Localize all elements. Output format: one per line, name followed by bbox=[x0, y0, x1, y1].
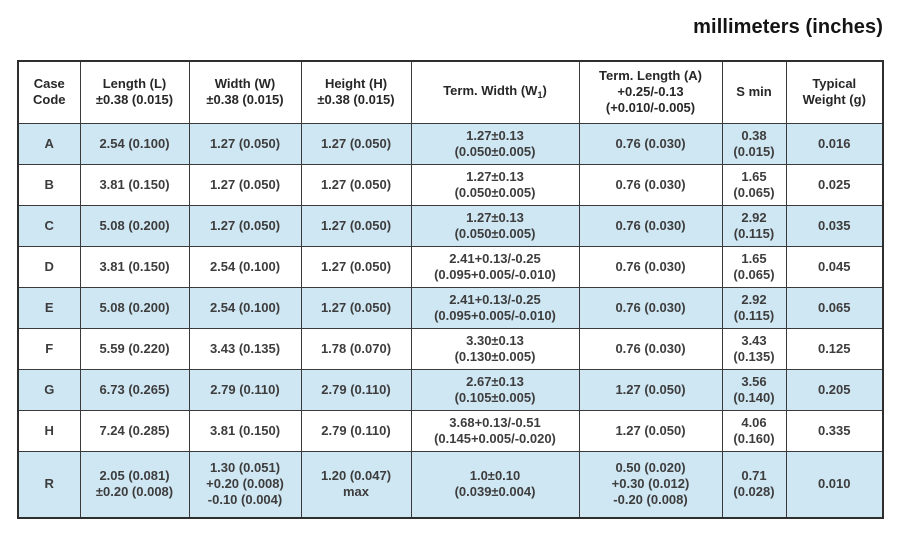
cell-term-width: 1.27±0.13 (0.050±0.005) bbox=[410, 122, 580, 165]
cell-s-min: 3.56 (0.140) bbox=[721, 368, 787, 411]
cell-term-width: 2.67±0.13 (0.105±0.005) bbox=[410, 368, 580, 411]
cell-term-width: 1.27±0.13 (0.050±0.005) bbox=[410, 163, 580, 206]
cell-term-length: 0.76 (0.030) bbox=[578, 286, 723, 329]
case-code-cell: F bbox=[17, 327, 81, 370]
cell-height: 1.27 (0.050) bbox=[300, 245, 412, 288]
cell-width: 2.54 (0.100) bbox=[188, 286, 302, 329]
cell-length: 6.73 (0.265) bbox=[79, 368, 190, 411]
case-code-cell: C bbox=[17, 204, 81, 247]
cell-height: 1.27 (0.050) bbox=[300, 204, 412, 247]
table-row-R: R 2.05 (0.081) ±0.20 (0.008) 1.30 (0.051) +0… bbox=[17, 450, 884, 519]
cell-term-length: 1.27 (0.050) bbox=[578, 409, 723, 452]
cell-length: 5.08 (0.200) bbox=[79, 204, 190, 247]
cell-weight: 0.035 bbox=[785, 204, 884, 247]
cell-term-length: 0.76 (0.030) bbox=[578, 327, 723, 370]
cell-width: 3.81 (0.150) bbox=[188, 409, 302, 452]
cell-width: 1.27 (0.050) bbox=[188, 204, 302, 247]
cell-term-width: 2.41+0.13/-0.25 (0.095+0.005/-0.010) bbox=[410, 286, 580, 329]
cell-width: 1.27 (0.050) bbox=[188, 163, 302, 206]
cell-height: 1.27 (0.050) bbox=[300, 122, 412, 165]
cell-s-min: 0.71 (0.028) bbox=[721, 450, 787, 519]
cell-s-min: 2.92 (0.115) bbox=[721, 204, 787, 247]
cell-weight: 0.016 bbox=[785, 122, 884, 165]
case-code-cell: D bbox=[17, 245, 81, 288]
cell-length: 3.81 (0.150) bbox=[79, 245, 190, 288]
cell-term-width: 2.41+0.13/-0.25 (0.095+0.005/-0.010) bbox=[410, 245, 580, 288]
table-row-D: D 3.81 (0.150) 2.54 (0.100) 1.27 (0.050) 2.4… bbox=[17, 245, 884, 288]
header-cell-length: Length (L) ±0.38 (0.015) bbox=[79, 60, 190, 124]
header-row: Case Code Length (L) ±0.38 (0.015) Width (W)… bbox=[17, 60, 884, 124]
cell-weight: 0.335 bbox=[785, 409, 884, 452]
dimensions-table: Case Code Length (L) ±0.38 (0.015) Width (W)… bbox=[17, 60, 884, 519]
case-code-cell: B bbox=[17, 163, 81, 206]
cell-term-length: 1.27 (0.050) bbox=[578, 368, 723, 411]
header-cell-width: Width (W) ±0.38 (0.015) bbox=[188, 60, 302, 124]
units-title: millimeters (inches) bbox=[693, 16, 883, 38]
table-row-A: A 2.54 (0.100) 1.27 (0.050) 1.27 (0.050) 1.2… bbox=[17, 122, 884, 165]
case-code-cell: E bbox=[17, 286, 81, 329]
cell-length: 5.59 (0.220) bbox=[79, 327, 190, 370]
cell-s-min: 1.65 (0.065) bbox=[721, 163, 787, 206]
cell-height: 1.78 (0.070) bbox=[300, 327, 412, 370]
case-code-cell: A bbox=[17, 122, 81, 165]
header-cell-weight: Typical Weight (g) bbox=[785, 60, 884, 124]
table-body: A 2.54 (0.100) 1.27 (0.050) 1.27 (0.050) 1.2… bbox=[17, 122, 884, 519]
cell-weight: 0.045 bbox=[785, 245, 884, 288]
case-code-cell: H bbox=[17, 409, 81, 452]
header-cell-height: Height (H) ±0.38 (0.015) bbox=[300, 60, 412, 124]
cell-width: 2.79 (0.110) bbox=[188, 368, 302, 411]
cell-length: 3.81 (0.150) bbox=[79, 163, 190, 206]
cell-weight: 0.025 bbox=[785, 163, 884, 206]
cell-width: 2.54 (0.100) bbox=[188, 245, 302, 288]
cell-s-min: 1.65 (0.065) bbox=[721, 245, 787, 288]
header-cell-term-width: Term. Width (W1) bbox=[410, 60, 580, 124]
cell-weight: 0.010 bbox=[785, 450, 884, 519]
case-code-cell: G bbox=[17, 368, 81, 411]
cell-term-width: 1.0±0.10 (0.039±0.004) bbox=[410, 450, 580, 519]
cell-weight: 0.205 bbox=[785, 368, 884, 411]
cell-term-length: 0.76 (0.030) bbox=[578, 163, 723, 206]
cell-term-width: 1.27±0.13 (0.050±0.005) bbox=[410, 204, 580, 247]
table-row-G: G 6.73 (0.265) 2.79 (0.110) 2.79 (0.110) 2.6… bbox=[17, 368, 884, 411]
cell-height: 1.27 (0.050) bbox=[300, 163, 412, 206]
cell-height: 2.79 (0.110) bbox=[300, 409, 412, 452]
cell-height: 2.79 (0.110) bbox=[300, 368, 412, 411]
cell-length: 5.08 (0.200) bbox=[79, 286, 190, 329]
cell-s-min: 4.06 (0.160) bbox=[721, 409, 787, 452]
table-row-F: F 5.59 (0.220) 3.43 (0.135) 1.78 (0.070) 3.3… bbox=[17, 327, 884, 370]
cell-term-length: 0.76 (0.030) bbox=[578, 245, 723, 288]
cell-length: 2.54 (0.100) bbox=[79, 122, 190, 165]
case-code-cell: R bbox=[17, 450, 81, 519]
cell-width: 3.43 (0.135) bbox=[188, 327, 302, 370]
table-row-B: B 3.81 (0.150) 1.27 (0.050) 1.27 (0.050) 1.2… bbox=[17, 163, 884, 206]
cell-weight: 0.065 bbox=[785, 286, 884, 329]
cell-width: 1.30 (0.051) +0.20 (0.008) -0.10 (0.004) bbox=[188, 450, 302, 519]
table-row-C: C 5.08 (0.200) 1.27 (0.050) 1.27 (0.050) 1.2… bbox=[17, 204, 884, 247]
cell-s-min: 0.38 (0.015) bbox=[721, 122, 787, 165]
header-cell-term-length: Term. Length (A) +0.25/-0.13 (+0.010/-0.00… bbox=[578, 60, 723, 124]
cell-length: 7.24 (0.285) bbox=[79, 409, 190, 452]
cell-height: 1.20 (0.047) max bbox=[300, 450, 412, 519]
cell-term-width: 3.30±0.13 (0.130±0.005) bbox=[410, 327, 580, 370]
cell-term-length: 0.76 (0.030) bbox=[578, 122, 723, 165]
table-row-H: H 7.24 (0.285) 3.81 (0.150) 2.79 (0.110) 3.6… bbox=[17, 409, 884, 452]
cell-length: 2.05 (0.081) ±0.20 (0.008) bbox=[79, 450, 190, 519]
header-cell-s-min: S min bbox=[721, 60, 787, 124]
cell-s-min: 3.43 (0.135) bbox=[721, 327, 787, 370]
cell-term-width: 3.68+0.13/-0.51 (0.145+0.005/-0.020) bbox=[410, 409, 580, 452]
cell-term-length: 0.50 (0.020) +0.30 (0.012) -0.20 (0.008) bbox=[578, 450, 723, 519]
table-row-E: E 5.08 (0.200) 2.54 (0.100) 1.27 (0.050) 2.4… bbox=[17, 286, 884, 329]
cell-height: 1.27 (0.050) bbox=[300, 286, 412, 329]
cell-term-length: 0.76 (0.030) bbox=[578, 204, 723, 247]
cell-s-min: 2.92 (0.115) bbox=[721, 286, 787, 329]
cell-weight: 0.125 bbox=[785, 327, 884, 370]
header-cell-case-code: Case Code bbox=[17, 60, 81, 124]
cell-width: 1.27 (0.050) bbox=[188, 122, 302, 165]
